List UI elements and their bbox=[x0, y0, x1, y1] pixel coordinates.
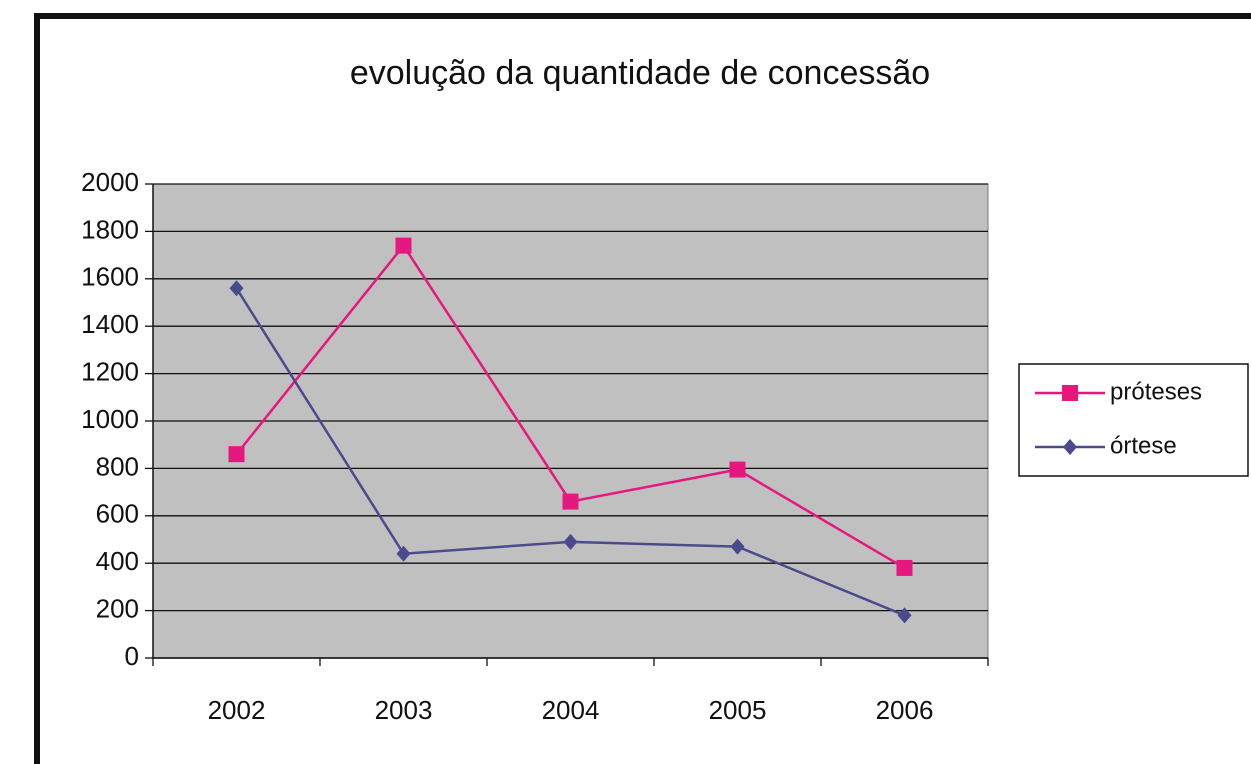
x-tick-label: 2005 bbox=[709, 695, 767, 725]
data-point bbox=[563, 533, 578, 550]
y-tick-label: 800 bbox=[96, 451, 139, 481]
y-tick-label: 0 bbox=[125, 641, 139, 671]
x-tick-label: 2006 bbox=[876, 695, 934, 725]
chart-title: evolução da quantidade de concessão bbox=[350, 54, 930, 92]
y-tick-label: 200 bbox=[96, 593, 139, 623]
y-tick-label: 1200 bbox=[81, 356, 139, 386]
legend-label: próteses bbox=[1110, 378, 1202, 405]
data-point bbox=[896, 559, 913, 576]
x-tick-label: 2002 bbox=[208, 695, 266, 725]
y-tick-label: 1800 bbox=[81, 214, 139, 244]
legend-marker bbox=[1062, 385, 1078, 401]
data-point bbox=[395, 237, 412, 254]
frame bbox=[34, 13, 1251, 764]
y-tick-label: 600 bbox=[96, 499, 139, 529]
y-tick-label: 400 bbox=[96, 546, 139, 576]
x-tick-label: 2003 bbox=[375, 695, 433, 725]
y-tick-label: 1600 bbox=[81, 262, 139, 292]
data-point bbox=[729, 461, 746, 478]
legend bbox=[1018, 363, 1249, 477]
data-point bbox=[730, 538, 745, 555]
legend-label: órtese bbox=[1110, 432, 1177, 459]
y-tick-label: 2000 bbox=[81, 167, 139, 197]
legend-marker bbox=[1063, 439, 1077, 455]
x-tick-label: 2004 bbox=[542, 695, 600, 725]
y-tick-label: 1400 bbox=[81, 309, 139, 339]
data-point bbox=[229, 280, 244, 297]
data-point bbox=[396, 545, 411, 562]
data-point bbox=[562, 493, 579, 510]
y-tick-label: 1000 bbox=[81, 404, 139, 434]
data-point bbox=[228, 446, 245, 463]
data-point bbox=[897, 607, 912, 624]
